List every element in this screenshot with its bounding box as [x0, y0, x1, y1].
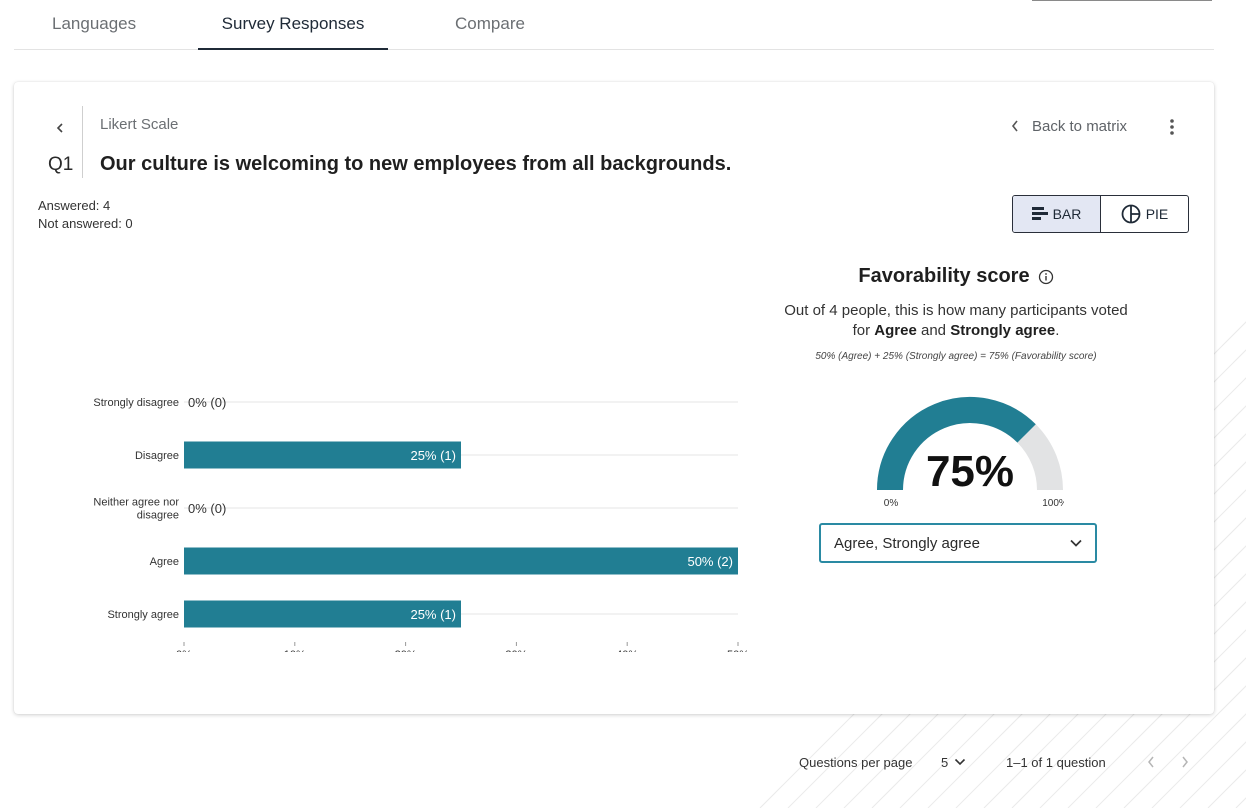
x-tick-label: 40%: [616, 649, 638, 652]
stripe-line: [1039, 601, 1246, 808]
questions-per-page-select[interactable]: 5: [941, 752, 966, 772]
stripe-line: [1095, 657, 1246, 808]
stripe-line: [983, 545, 1246, 808]
favorability-gauge: 75% 0% 100%: [877, 397, 1064, 508]
bar[interactable]: [184, 547, 738, 575]
x-tick-label: 0%: [176, 649, 192, 652]
response-counts: Answered: 4 Not answered: 0: [38, 197, 133, 233]
chevron-right-icon: [1182, 756, 1188, 768]
likert-bar-chart: Strongly disagree 0% (0) Disagree 25% (1) Ne…: [93, 395, 749, 652]
category-label: Agree: [150, 556, 179, 568]
back-to-matrix-link[interactable]: Back to matrix: [1010, 116, 1127, 136]
question-title: Our culture is welcoming to new employee…: [100, 153, 732, 175]
gauge-fill: [877, 397, 1036, 491]
question-type: Likert Scale: [100, 116, 179, 133]
not-answered-count: Not answered: 0: [38, 216, 133, 231]
tab-languages[interactable]: Languages: [52, 14, 137, 33]
pie-view-button[interactable]: PIE: [1101, 196, 1188, 232]
next-page-button[interactable]: [1178, 752, 1192, 772]
chevron-left-icon: [1148, 756, 1154, 768]
chevron-down-icon: [1070, 539, 1082, 547]
pagination-range: 1–1 of 1 question: [1006, 754, 1106, 770]
pie-view-label: PIE: [1145, 206, 1169, 222]
x-tick-label: 20%: [395, 649, 417, 652]
gauge-max-label: 100%: [1042, 498, 1064, 508]
dropdown-selected-value: Agree, Strongly agree: [834, 534, 980, 552]
tab-bar: Languages Survey Responses Compare: [14, 0, 1214, 50]
category-label: Disagree: [135, 450, 179, 462]
question-number: Q1: [48, 154, 74, 175]
category-label: Strongly agree: [107, 609, 179, 621]
bar-data-label: 25% (1): [410, 607, 456, 622]
stripe-line: [955, 517, 1246, 808]
tab-compare[interactable]: Compare: [455, 14, 525, 33]
bar-data-label: 50% (2): [687, 554, 733, 569]
more-vertical-icon: [1170, 119, 1174, 135]
previous-page-button[interactable]: [1144, 752, 1158, 772]
chevron-left-icon: [1011, 120, 1018, 132]
gauge-min-label: 0%: [884, 498, 899, 508]
more-options-button[interactable]: [1162, 116, 1182, 138]
favorability-score-value: 75%: [926, 447, 1014, 496]
bar-view-label: BAR: [1052, 206, 1082, 222]
category-label: Neither agree nor: [93, 497, 179, 509]
x-tick-label: 10%: [284, 649, 306, 652]
favorability-desc-strongly-agree: Strongly agree: [950, 322, 1056, 339]
stripe-line: [1123, 685, 1246, 808]
question-divider: [82, 106, 83, 178]
bar-view-button[interactable]: BAR: [1013, 196, 1101, 232]
bar-data-label: 25% (1): [410, 448, 456, 463]
bar-data-label: 0% (0): [188, 501, 226, 516]
category-label: disagree: [137, 510, 179, 522]
favorability-desc-mid: and: [916, 322, 951, 339]
favorability-description: Out of 4 people, this is how many partic…: [784, 301, 1128, 341]
question-card: Q1 Likert Scale Our culture is welcoming…: [14, 82, 1214, 714]
answered-count: Answered: 4: [38, 198, 111, 213]
bar[interactable]: [184, 441, 461, 469]
bar-chart-icon: [1031, 207, 1048, 220]
favorability-formula: 50% (Agree) + 25% (Strongly agree) = 75%…: [815, 351, 1097, 362]
previous-question-button[interactable]: [52, 118, 68, 138]
back-to-matrix-label: Back to matrix: [1032, 117, 1128, 135]
favorability-heading: Favorability score: [794, 265, 1118, 288]
x-tick-label: 50%: [727, 649, 749, 652]
tab-survey-responses[interactable]: Survey Responses: [198, 14, 388, 50]
stripe-line: [1067, 629, 1246, 808]
pie-chart-icon: [1121, 204, 1141, 224]
x-tick-label: 30%: [505, 649, 527, 652]
bar-data-label: 0% (0): [188, 395, 226, 410]
stripe-line: [1011, 573, 1246, 808]
stripe-line: [1151, 713, 1246, 808]
info-icon[interactable]: [1038, 269, 1054, 285]
chevron-down-icon: [955, 758, 966, 766]
top-right-divider: [1032, 0, 1212, 1]
favorability-desc-agree: Agree: [874, 322, 917, 339]
chevron-left-icon: [56, 123, 63, 133]
category-label: Strongly disagree: [93, 397, 179, 409]
questions-per-page-label: Questions per page: [799, 754, 913, 770]
favorability-desc-suffix: .: [1055, 322, 1060, 339]
favorability-desc-prefix: Out of 4 people, this is how many partic…: [784, 302, 1128, 339]
favorability-title: Favorability score: [858, 265, 1030, 287]
chart-type-toggle: BAR PIE: [1012, 195, 1189, 233]
favorability-options-dropdown[interactable]: Agree, Strongly agree: [819, 523, 1097, 563]
bar[interactable]: [184, 600, 461, 628]
questions-per-page-value: 5: [941, 754, 949, 770]
